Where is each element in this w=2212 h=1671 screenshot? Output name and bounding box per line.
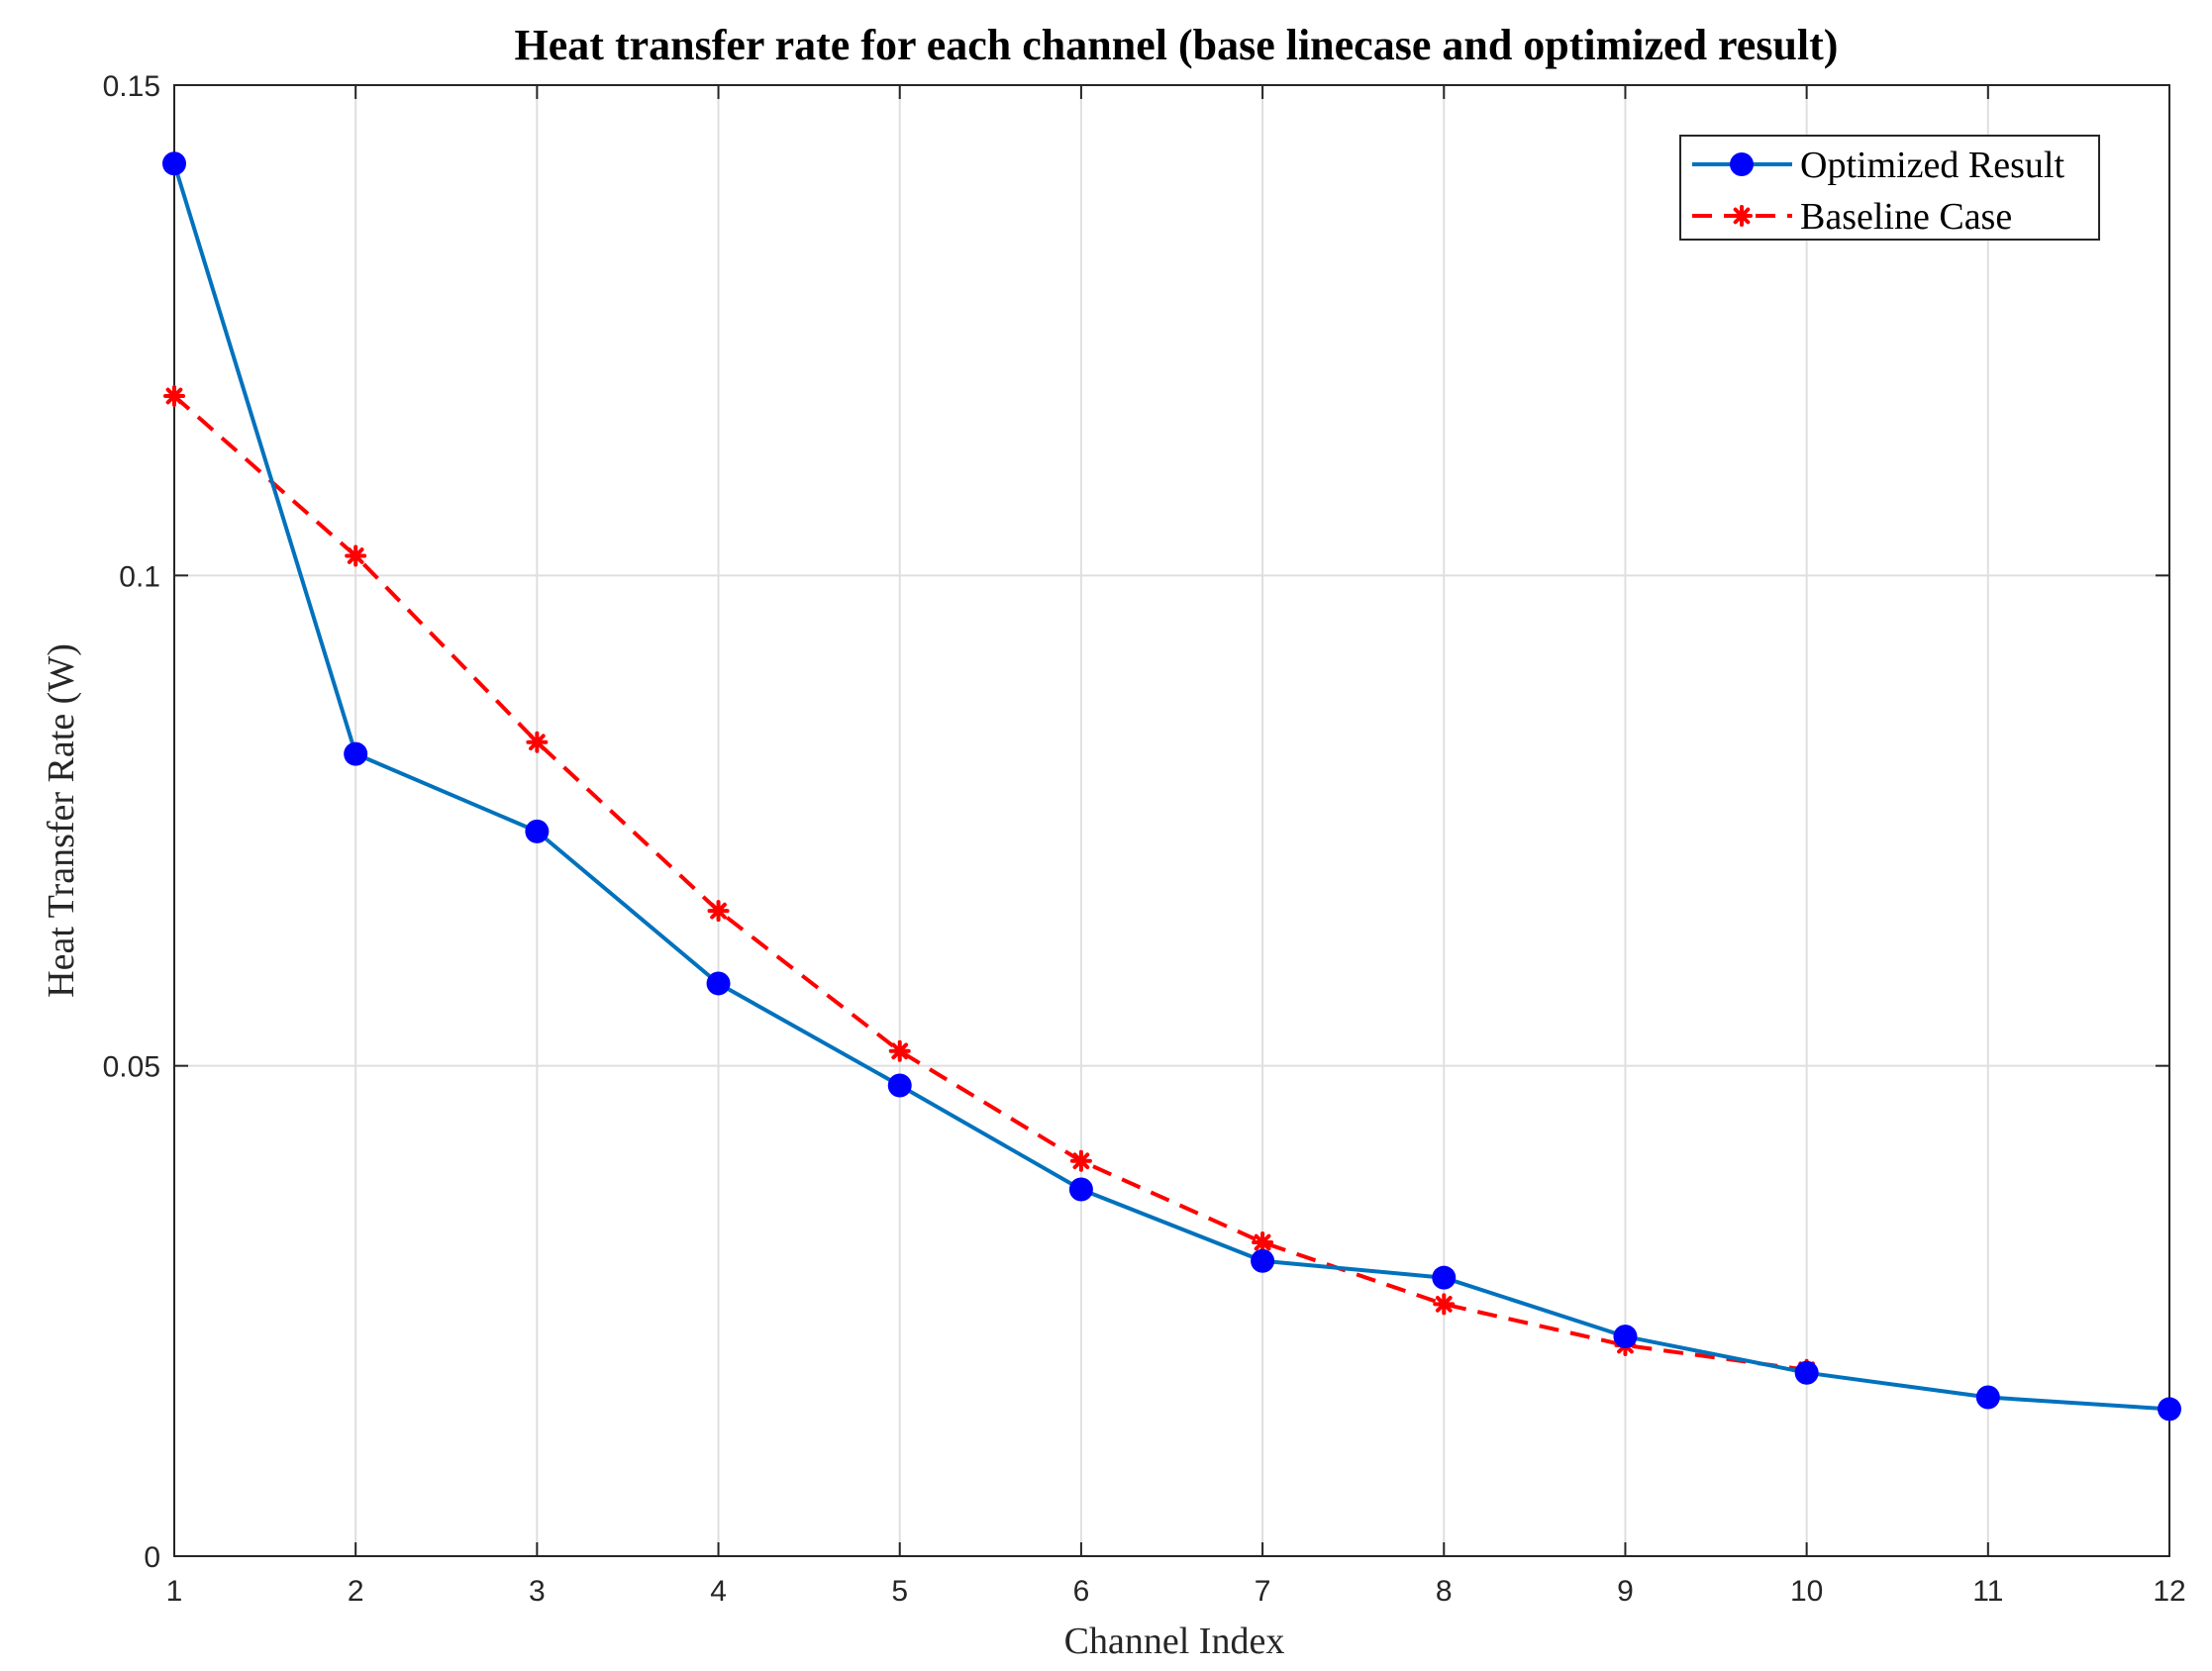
data-point-baseline <box>1252 1230 1274 1253</box>
data-point-baseline-stroke <box>347 547 364 564</box>
y-tick-label: 0.15 <box>103 70 160 103</box>
data-point-optimized <box>1251 1248 1275 1273</box>
data-point-baseline <box>345 544 367 567</box>
data-point-baseline <box>707 900 730 923</box>
data-point-optimized <box>887 1073 912 1098</box>
data-point-baseline-stroke <box>1072 1152 1090 1170</box>
data-point-baseline-stroke <box>1435 1296 1453 1313</box>
grid <box>174 85 2169 1556</box>
data-point-baseline <box>526 731 549 753</box>
series-layer <box>162 151 2181 1422</box>
y-tick-label: 0.05 <box>103 1051 160 1084</box>
data-point-baseline <box>1433 1293 1456 1316</box>
x-tick-label: 12 <box>2153 1575 2185 1608</box>
data-point-baseline-stroke <box>528 734 546 751</box>
x-tick-label: 7 <box>1255 1575 1271 1608</box>
y-axis-label: Heat Transfer Rate (W) <box>41 643 82 998</box>
data-point-baseline-stroke <box>710 902 727 920</box>
data-point-optimized <box>525 819 550 843</box>
y-tick-label: 0 <box>144 1541 160 1574</box>
data-point-optimized <box>1613 1325 1638 1349</box>
x-tick-label: 4 <box>710 1575 727 1608</box>
x-tick-label: 5 <box>891 1575 908 1608</box>
x-tick-label: 6 <box>1073 1575 1090 1608</box>
y-tick-label: 0.1 <box>119 560 160 593</box>
plot-frame <box>173 84 2170 1557</box>
legend: Optimized Result Baseline Case <box>1679 135 2100 241</box>
legend-label-baseline: Baseline Case <box>1800 196 2012 238</box>
data-point-optimized <box>1432 1265 1457 1290</box>
x-tick-label: 2 <box>348 1575 364 1608</box>
x-tick-label: 3 <box>529 1575 546 1608</box>
legend-label-optimized: Optimized Result <box>1800 145 2064 186</box>
data-point-optimized <box>2158 1397 2181 1422</box>
data-point-optimized <box>1794 1360 1819 1385</box>
data-point-optimized <box>162 151 186 176</box>
data-point-optimized <box>1975 1385 2000 1410</box>
series-line-baseline <box>172 394 1807 1372</box>
legend-marker-baseline <box>1731 205 1753 227</box>
data-point-baseline <box>163 385 185 408</box>
data-point-baseline <box>1069 1149 1092 1172</box>
series-optimized <box>162 151 2181 1422</box>
series-line-optimized <box>172 162 2170 1412</box>
legend-marker-optimized <box>1730 152 1754 176</box>
chart-title: Heat transfer rate for each channel (bas… <box>515 21 1839 69</box>
data-point-optimized <box>344 741 368 766</box>
data-point-baseline-stroke <box>1254 1233 1271 1251</box>
x-tick-label: 1 <box>166 1575 183 1608</box>
x-tick-label: 10 <box>1790 1575 1823 1608</box>
x-tick-label: 9 <box>1617 1575 1634 1608</box>
legend-box <box>1679 135 2100 241</box>
legend-asterisk <box>1731 205 1753 227</box>
data-point-optimized <box>1068 1177 1093 1202</box>
data-point-optimized <box>706 971 731 996</box>
legend-asterisk-stroke <box>1733 207 1751 225</box>
x-tick-label: 8 <box>1436 1575 1453 1608</box>
data-point-baseline <box>888 1039 911 1062</box>
data-point-baseline-stroke <box>165 387 183 405</box>
x-tick-label: 11 <box>1972 1575 2003 1608</box>
x-axis-label: Channel Index <box>1064 1621 1285 1662</box>
data-point-baseline-stroke <box>891 1042 909 1060</box>
